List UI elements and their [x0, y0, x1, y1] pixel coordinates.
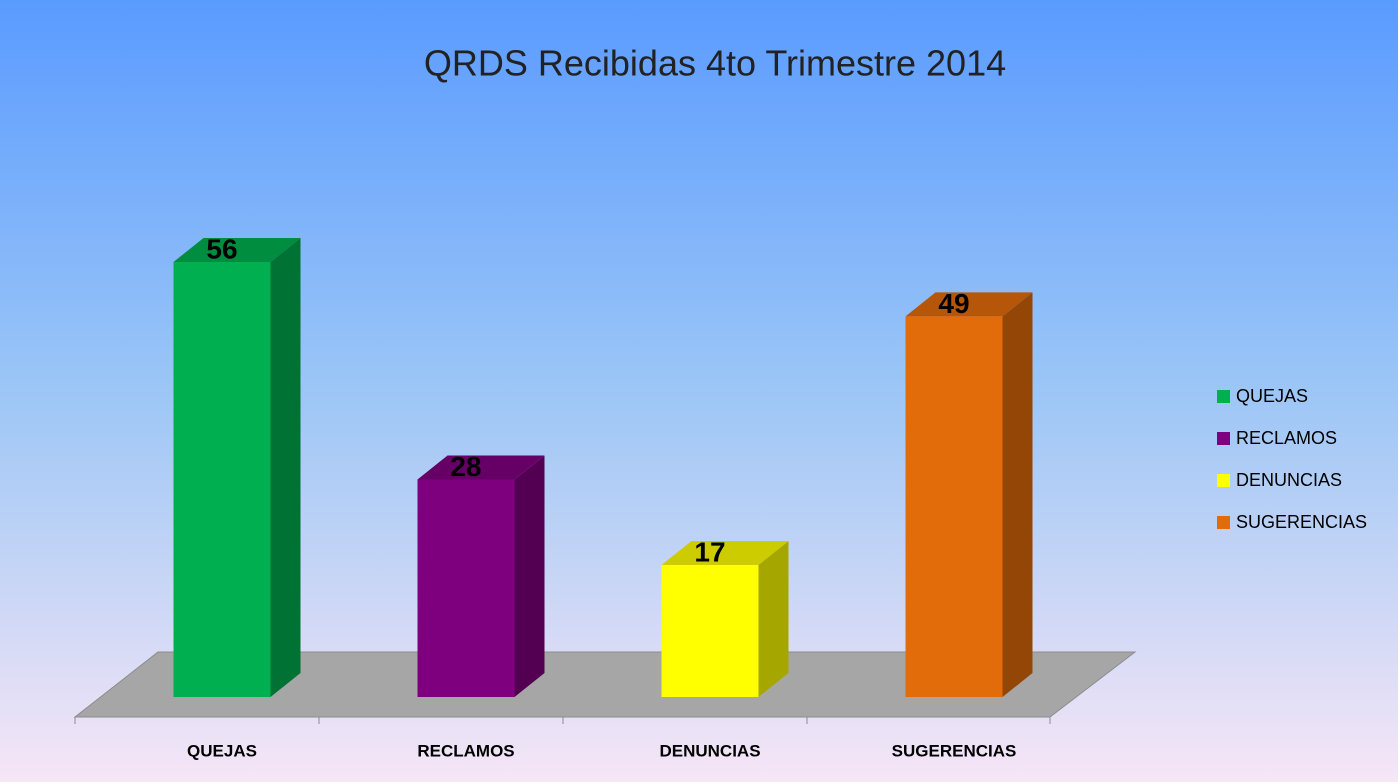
data-label: 28: [450, 451, 481, 482]
legend-label: RECLAMOS: [1236, 428, 1337, 448]
bar-top: [905, 292, 1033, 317]
bar: [417, 479, 515, 697]
data-label: 49: [938, 288, 969, 319]
bar-top: [417, 455, 545, 480]
legend-swatch: [1217, 474, 1230, 487]
legend-label: QUEJAS: [1236, 386, 1308, 406]
data-label: 17: [694, 536, 725, 567]
legend-swatch: [1217, 516, 1230, 529]
legend-swatch: [1217, 390, 1230, 403]
bar-side: [1002, 292, 1033, 697]
chart-title: QRDS Recibidas 4to Trimestre 2014: [424, 43, 1006, 84]
bar-top: [661, 540, 789, 565]
x-tick-label: RECLAMOS: [417, 741, 514, 760]
legend-label: DENUNCIAS: [1236, 470, 1342, 490]
bar: [905, 316, 1003, 697]
x-tick-label: QUEJAS: [187, 741, 257, 760]
bar: [173, 262, 271, 697]
floor: [73, 651, 1137, 718]
bar: [661, 564, 759, 697]
bar-side: [270, 238, 301, 697]
legend-label: SUGERENCIAS: [1236, 512, 1367, 532]
data-label: 56: [206, 233, 237, 264]
x-tick-label: SUGERENCIAS: [892, 741, 1017, 760]
legend-swatch: [1217, 432, 1230, 445]
bar-side: [758, 540, 789, 697]
x-tick-label: DENUNCIAS: [659, 741, 760, 760]
bar-top: [173, 238, 301, 262]
bar-side: [514, 455, 545, 697]
floor-ticks: [74, 717, 1051, 724]
